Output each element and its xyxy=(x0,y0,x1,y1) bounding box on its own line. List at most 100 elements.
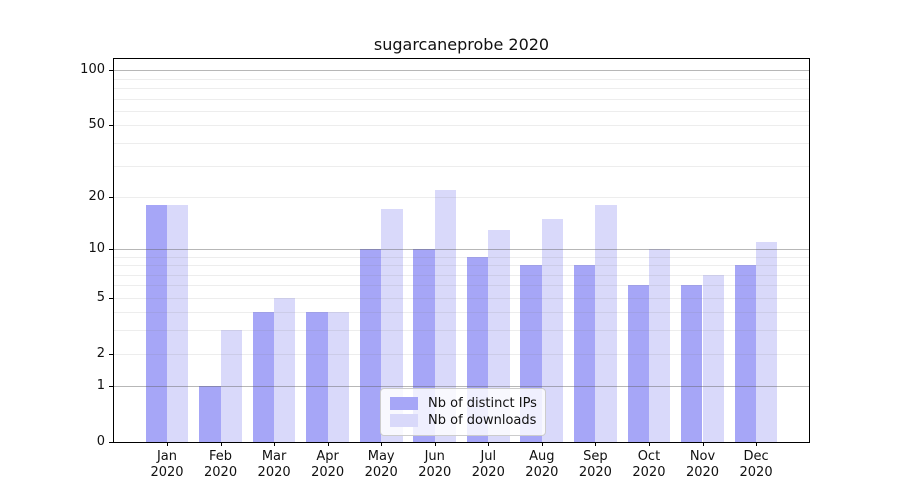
gridline-minor xyxy=(114,265,809,267)
y-tick-label: 1 xyxy=(96,378,105,394)
y-tick xyxy=(109,353,114,355)
bar-distinct-ips xyxy=(252,312,275,442)
legend-swatch-distinct-ips xyxy=(390,397,418,410)
x-tick-label: Feb 2020 xyxy=(193,449,249,481)
x-tick-year: 2020 xyxy=(364,465,398,480)
x-tick xyxy=(488,442,490,446)
y-tick xyxy=(109,70,114,72)
legend-label-distinct-ips: Nb of distinct IPs xyxy=(428,396,537,411)
x-tick-month: Feb xyxy=(209,449,233,464)
x-tick-month: Sep xyxy=(583,449,608,464)
y-tick xyxy=(109,248,114,250)
gridline-minor xyxy=(114,98,809,100)
x-tick xyxy=(595,442,597,446)
x-tick xyxy=(327,442,329,446)
x-tick-year: 2020 xyxy=(578,465,612,480)
x-tick-label: Mar 2020 xyxy=(246,449,302,481)
x-tick-month: Aug xyxy=(529,449,555,464)
x-tick-month: Oct xyxy=(637,449,661,464)
x-tick-label: Nov 2020 xyxy=(675,449,731,481)
plot-area: Nb of distinct IPs Nb of downloads 0 1 2 5 1… xyxy=(80,58,810,480)
bar-downloads xyxy=(167,204,189,442)
x-tick-month: Mar xyxy=(261,449,287,464)
x-tick-month: Jan xyxy=(156,449,178,464)
y-tick-label: 0 xyxy=(96,434,105,449)
x-tick-label: Apr 2020 xyxy=(300,449,356,481)
bar-downloads xyxy=(434,189,457,442)
x-tick-year: 2020 xyxy=(150,465,184,480)
y-tick xyxy=(109,297,114,299)
gridline-minor xyxy=(114,143,809,145)
bar-distinct-ips xyxy=(145,204,167,442)
x-tick-label: Jul 2020 xyxy=(460,449,516,481)
x-tick-year: 2020 xyxy=(257,465,291,480)
bar-downloads xyxy=(595,204,617,442)
gridline-major xyxy=(114,70,809,72)
y-tick-label: 50 xyxy=(88,117,105,133)
x-tick-month: Nov xyxy=(689,449,716,464)
gridline-minor xyxy=(114,88,809,90)
y-tick xyxy=(109,125,114,127)
bar-downloads xyxy=(327,312,350,442)
bar-downloads xyxy=(274,297,296,442)
bar-downloads xyxy=(541,218,564,442)
x-tick-month: Jun xyxy=(424,449,445,464)
gridline-minor xyxy=(114,111,809,113)
legend-entry-distinct-ips: Nb of distinct IPs xyxy=(390,396,537,411)
x-tick xyxy=(167,442,168,446)
x-tick xyxy=(648,442,650,446)
x-tick-year: 2020 xyxy=(739,465,773,480)
bar-distinct-ips xyxy=(734,265,757,442)
bar-downloads xyxy=(756,241,778,442)
bar-downloads xyxy=(220,330,242,442)
gridline-minor xyxy=(114,196,809,198)
y-tick xyxy=(109,442,114,443)
legend-entry-downloads: Nb of downloads xyxy=(390,413,536,428)
x-tick-year: 2020 xyxy=(685,465,720,480)
x-tick xyxy=(702,442,704,446)
x-tick-year: 2020 xyxy=(311,465,345,480)
x-tick-month: May xyxy=(367,449,395,464)
bar-distinct-ips xyxy=(199,386,221,442)
bar-distinct-ips xyxy=(627,285,649,442)
x-tick xyxy=(274,442,276,446)
x-tick-year: 2020 xyxy=(471,465,505,480)
bar-downloads xyxy=(702,274,724,442)
x-tick xyxy=(756,442,758,446)
gridline-major xyxy=(114,248,809,250)
x-tick-label: Sep 2020 xyxy=(567,449,623,481)
x-tick-label: Jun 2020 xyxy=(407,449,463,481)
x-tick-month: Jul xyxy=(480,449,497,464)
bar-downloads xyxy=(648,248,671,442)
y-tick-label: 10 xyxy=(88,240,105,256)
x-tick xyxy=(220,442,222,446)
bar-downloads xyxy=(381,209,403,442)
y-tick xyxy=(109,196,114,198)
y-tick-label: 5 xyxy=(96,289,105,305)
x-tick-year: 2020 xyxy=(418,465,452,480)
x-tick-label: Jan 2020 xyxy=(139,449,195,481)
x-tick-label: Dec 2020 xyxy=(728,449,784,481)
y-tick-label: 100 xyxy=(80,62,105,78)
legend-label-downloads: Nb of downloads xyxy=(428,413,537,428)
x-tick-label: Aug 2020 xyxy=(514,449,570,481)
x-tick-year: 2020 xyxy=(204,465,238,480)
x-tick-label: May 2020 xyxy=(353,449,409,481)
x-tick-month: Apr xyxy=(316,449,339,464)
x-tick-year: 2020 xyxy=(632,465,666,480)
x-tick-year: 2020 xyxy=(525,465,559,480)
x-tick-label: Oct 2020 xyxy=(621,449,677,481)
bar-distinct-ips xyxy=(359,248,382,442)
x-tick xyxy=(381,442,383,446)
bar-distinct-ips xyxy=(681,285,703,442)
gridline-minor xyxy=(114,78,809,80)
bar-distinct-ips xyxy=(574,265,596,442)
x-tick xyxy=(541,442,543,446)
y-tick-label: 2 xyxy=(96,345,105,361)
bar-distinct-ips xyxy=(306,312,328,442)
gridline-minor xyxy=(114,165,809,167)
x-tick-month: Dec xyxy=(743,449,769,464)
y-tick xyxy=(109,386,114,388)
gridline-minor xyxy=(114,125,809,127)
legend-swatch-downloads xyxy=(390,414,418,427)
